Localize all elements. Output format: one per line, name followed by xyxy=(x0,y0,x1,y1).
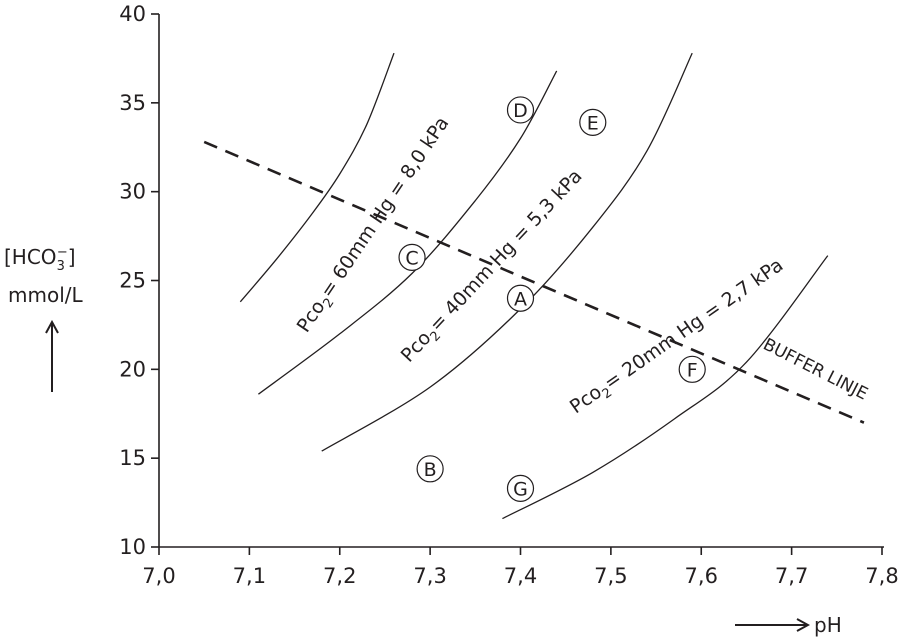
y-tick-label: 40 xyxy=(119,2,146,26)
points: A B C D E F G xyxy=(398,96,706,502)
y-tick-label: 35 xyxy=(119,91,146,115)
point-circle xyxy=(416,455,444,483)
x-axis-title: pH xyxy=(814,613,842,637)
x-tick-label: 7,5 xyxy=(594,564,627,588)
point-circle xyxy=(506,284,535,312)
point-circle xyxy=(506,474,535,502)
pco2-curve-10 xyxy=(502,255,829,520)
pco2-label-value: = 40mm Hg = 5,3 kPa xyxy=(425,165,586,336)
x-axis-label: pH xyxy=(735,613,842,637)
point-label: A xyxy=(514,288,527,310)
y-tick-label: 20 xyxy=(119,357,146,381)
y-tick-label: 25 xyxy=(119,269,146,293)
y-axis-label-sub: 3 xyxy=(57,259,65,274)
x-tick-label: 7,8 xyxy=(865,564,898,588)
point-circle xyxy=(678,355,706,383)
pco2-label-20: Pco2= 20mm Hg = 2,7 kPa xyxy=(566,254,790,421)
x-tick-label: 7,0 xyxy=(142,564,175,588)
buffer-line xyxy=(203,140,865,424)
point-circle xyxy=(398,243,426,272)
point-D: D xyxy=(506,96,535,124)
x-tick-label: 7,6 xyxy=(685,564,718,588)
pco2-isobars xyxy=(239,52,829,520)
x-tick-label: 7,4 xyxy=(504,564,537,588)
point-circle xyxy=(579,108,607,136)
pco2-label-prefix: Pco xyxy=(566,381,606,418)
y-tick-label: 10 xyxy=(119,535,146,559)
point-circle xyxy=(506,96,535,124)
x-tick-label: 7,2 xyxy=(323,564,356,588)
y-axis-label-main: [HCO xyxy=(4,245,57,269)
svg-text:[HCO3−]: [HCO3−] xyxy=(4,245,76,274)
point-C: C xyxy=(398,243,426,272)
pco2-curve-40 xyxy=(258,70,558,395)
x-tick-label: 7,7 xyxy=(775,564,808,588)
y-axis-label-sup: − xyxy=(57,245,68,260)
y-axis-label: [HCO3−] mmol/L xyxy=(4,245,83,392)
y-axis-unit-label: mmol/L xyxy=(8,283,83,307)
point-label: G xyxy=(513,478,528,500)
y-tick-label: 30 xyxy=(119,180,146,204)
point-B: B xyxy=(416,455,444,483)
point-label: E xyxy=(587,112,599,134)
x-ticks: 7,0 7,1 7,2 7,3 7,4 7,5 7,6 7,7 7,8 xyxy=(142,547,899,588)
pco2-curve-20 xyxy=(321,52,693,452)
point-E: E xyxy=(579,108,607,136)
point-label: B xyxy=(424,459,437,481)
pco2-curve-60 xyxy=(239,52,395,303)
buffer-line-label: BUFFER LINJE xyxy=(760,335,871,405)
point-A: A xyxy=(506,284,535,312)
point-label: D xyxy=(513,100,528,122)
y-ticks: 10 15 20 25 30 35 40 xyxy=(119,2,159,559)
y-axis-label-close: ] xyxy=(68,245,76,269)
x-tick-label: 7,1 xyxy=(233,564,266,588)
point-G: G xyxy=(506,474,535,502)
y-tick-label: 15 xyxy=(119,446,146,470)
pco2-label-60: Pco2= 60mm Hg = 8,0 kPa xyxy=(293,113,457,339)
pco2-label-value: = 60mm Hg = 8,0 kPa xyxy=(316,113,453,302)
x-tick-label: 7,3 xyxy=(413,564,446,588)
point-F: F xyxy=(678,355,706,383)
point-label: F xyxy=(687,359,698,381)
axes xyxy=(158,14,884,548)
point-label: C xyxy=(405,247,418,269)
pco2-label-40: Pco2= 40mm Hg = 5,3 kPa xyxy=(397,165,590,369)
